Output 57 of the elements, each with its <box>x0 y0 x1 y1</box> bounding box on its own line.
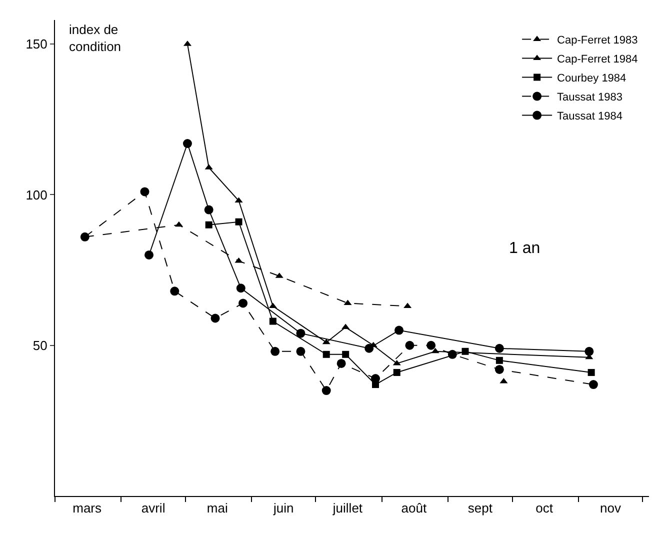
point <box>234 197 243 203</box>
point <box>322 386 331 396</box>
point <box>342 324 350 330</box>
point <box>236 284 246 293</box>
point <box>393 368 400 376</box>
legend-label: Cap-Ferret 1983 <box>557 34 638 47</box>
point <box>322 338 330 344</box>
point <box>364 344 374 353</box>
point <box>296 328 306 338</box>
point <box>270 346 280 356</box>
y-tick-label: 100 <box>26 187 48 202</box>
x-tick-label: juillet <box>332 500 363 516</box>
point <box>204 205 214 214</box>
point <box>448 350 457 359</box>
point <box>238 298 248 308</box>
point <box>205 221 212 228</box>
point <box>426 340 436 350</box>
point <box>462 348 469 355</box>
point <box>140 187 150 196</box>
point <box>174 221 183 227</box>
y-axis-title: index de condition <box>69 22 122 54</box>
point <box>269 318 276 325</box>
legend-label: Taussat 1983 <box>557 92 622 104</box>
point <box>431 348 440 354</box>
x-tick-label: juin <box>272 500 294 516</box>
point <box>235 218 242 226</box>
y-tick-label: 50 <box>32 338 48 353</box>
point <box>494 364 504 374</box>
x-tick-label: oct <box>536 500 554 516</box>
y-tick-label: 150 <box>26 36 48 52</box>
point <box>296 346 306 356</box>
point <box>588 368 595 376</box>
point <box>322 350 330 358</box>
x-tick-label: mars <box>72 500 102 516</box>
legend-label: Taussat 1984 <box>557 110 622 123</box>
point <box>170 286 180 296</box>
point <box>392 360 401 366</box>
point <box>80 232 90 242</box>
point <box>144 250 154 260</box>
x-tick-label: mai <box>206 500 228 516</box>
point <box>182 139 192 148</box>
point <box>394 326 404 335</box>
x-tick-label: nov <box>600 500 622 516</box>
point <box>336 358 346 368</box>
point <box>210 314 220 323</box>
legend-label: Cap-Ferret 1984 <box>557 54 638 66</box>
point <box>584 346 594 356</box>
x-tick-label: sept <box>468 500 493 516</box>
legend-label: Courbey 1984 <box>557 72 626 85</box>
x-tick-label: avril <box>141 500 166 516</box>
point <box>494 344 504 353</box>
annotation: 1 an <box>509 240 540 257</box>
point <box>405 340 414 350</box>
x-tick-label: août <box>401 500 427 516</box>
point <box>496 356 503 364</box>
point <box>342 350 350 358</box>
point <box>588 380 598 390</box>
